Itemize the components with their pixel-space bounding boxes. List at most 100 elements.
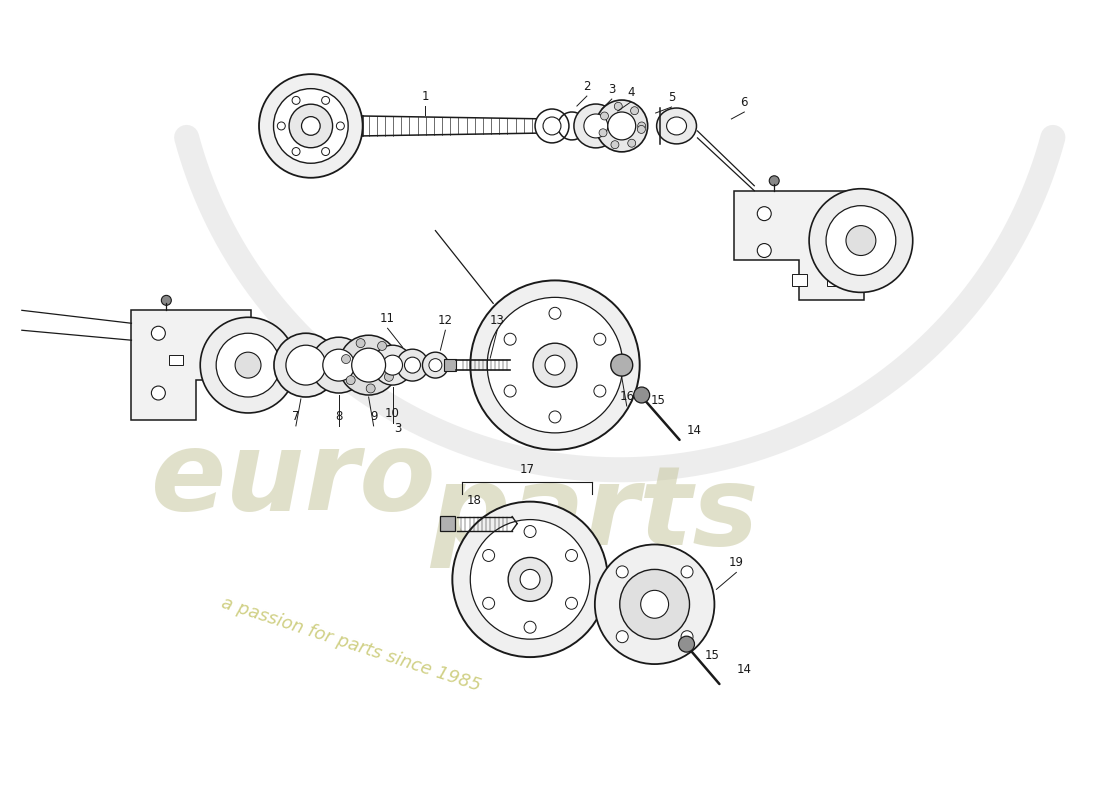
Circle shape [565, 550, 578, 562]
Text: 10: 10 [385, 407, 400, 420]
Circle shape [508, 558, 552, 602]
Circle shape [628, 139, 636, 147]
Circle shape [679, 636, 694, 652]
Circle shape [634, 387, 650, 403]
Circle shape [487, 298, 623, 433]
Text: 5: 5 [668, 91, 675, 104]
Text: euro: euro [152, 426, 437, 534]
Circle shape [217, 334, 279, 397]
Text: 9: 9 [370, 410, 377, 423]
Circle shape [619, 570, 690, 639]
Circle shape [630, 106, 638, 114]
Circle shape [322, 349, 354, 381]
Text: 11: 11 [381, 312, 395, 326]
Circle shape [366, 384, 375, 393]
Circle shape [483, 550, 495, 562]
Circle shape [826, 206, 895, 275]
Circle shape [638, 122, 646, 130]
Circle shape [596, 100, 648, 152]
Circle shape [356, 338, 365, 347]
Circle shape [277, 122, 285, 130]
Circle shape [405, 357, 420, 373]
Circle shape [217, 386, 231, 400]
Circle shape [637, 126, 646, 134]
Circle shape [504, 334, 516, 345]
Circle shape [810, 189, 913, 292]
Circle shape [483, 598, 495, 610]
Text: 8: 8 [336, 410, 342, 423]
Text: 1: 1 [421, 90, 429, 103]
Bar [444, 359, 456, 371]
Circle shape [293, 96, 300, 104]
Circle shape [601, 112, 608, 120]
Circle shape [396, 349, 428, 381]
Circle shape [681, 630, 693, 642]
Circle shape [235, 352, 261, 378]
Circle shape [504, 385, 516, 397]
Circle shape [383, 355, 403, 375]
Circle shape [757, 243, 771, 258]
Circle shape [373, 345, 412, 385]
Polygon shape [735, 190, 864, 300]
Text: 13: 13 [490, 314, 505, 327]
Text: 15: 15 [650, 394, 666, 407]
Circle shape [640, 590, 669, 618]
Circle shape [321, 96, 330, 104]
Text: 4: 4 [627, 86, 635, 99]
Text: 19: 19 [729, 557, 744, 570]
Bar [792, 274, 806, 286]
Polygon shape [132, 310, 251, 420]
Text: 15: 15 [705, 649, 719, 662]
Circle shape [258, 74, 363, 178]
Circle shape [387, 361, 396, 370]
Circle shape [429, 358, 442, 371]
Circle shape [543, 117, 561, 135]
Circle shape [594, 334, 606, 345]
Circle shape [471, 519, 590, 639]
Circle shape [549, 411, 561, 423]
Bar [826, 274, 842, 286]
Text: 7: 7 [293, 410, 299, 423]
Text: 3: 3 [394, 422, 402, 435]
Circle shape [600, 129, 607, 137]
Ellipse shape [657, 108, 696, 144]
Circle shape [608, 112, 636, 140]
Text: a passion for parts since 1985: a passion for parts since 1985 [219, 594, 483, 694]
Circle shape [274, 334, 338, 397]
Circle shape [681, 566, 693, 578]
Circle shape [616, 630, 628, 642]
Circle shape [520, 570, 540, 590]
Circle shape [293, 147, 300, 155]
Text: 14: 14 [688, 424, 702, 437]
Circle shape [610, 354, 632, 376]
Bar [440, 516, 454, 531]
Circle shape [452, 502, 608, 657]
Circle shape [346, 376, 355, 385]
Circle shape [352, 348, 386, 382]
Circle shape [200, 318, 296, 413]
Text: 6: 6 [740, 96, 748, 109]
Circle shape [565, 598, 578, 610]
Circle shape [534, 343, 576, 387]
Circle shape [544, 355, 565, 375]
Circle shape [524, 622, 536, 633]
Circle shape [384, 372, 394, 382]
Text: 17: 17 [519, 462, 535, 476]
Circle shape [757, 206, 771, 221]
Circle shape [422, 352, 449, 378]
Circle shape [535, 109, 569, 143]
Text: 18: 18 [466, 494, 482, 506]
Circle shape [341, 354, 351, 363]
Circle shape [610, 141, 619, 149]
Circle shape [311, 338, 366, 393]
Circle shape [377, 342, 386, 350]
Circle shape [337, 122, 344, 130]
Circle shape [301, 117, 320, 135]
Text: 2: 2 [583, 80, 591, 93]
Circle shape [769, 176, 779, 186]
Circle shape [595, 545, 714, 664]
Circle shape [574, 104, 618, 148]
Circle shape [289, 104, 332, 148]
Text: 14: 14 [737, 663, 751, 676]
Text: 3: 3 [608, 83, 616, 96]
